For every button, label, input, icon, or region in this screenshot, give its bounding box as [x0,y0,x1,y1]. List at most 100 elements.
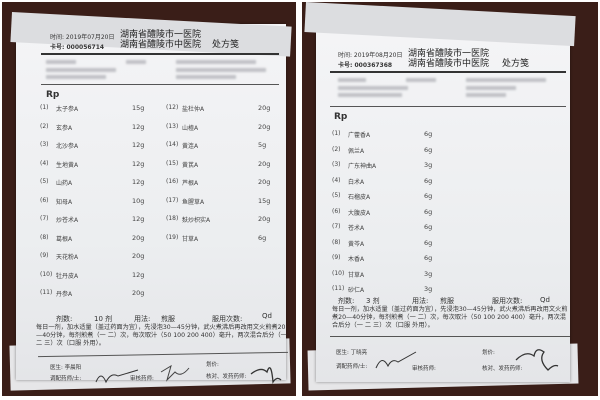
herb-name: 炒苍术A [56,217,79,224]
herb-name: 苍术A [348,225,365,232]
dispenser-label: 调配药师/士: [336,364,368,370]
hospital-name-1: 湖南省醴陵市一医院 [120,30,202,40]
herb-dose: 12g [132,122,145,131]
card-number: 卡号: 000367368 [338,62,393,69]
header-rule [330,71,566,73]
herb-name: 白术A [348,178,365,186]
herb-item: (7) [40,215,49,222]
doses-value: 3 剂 [366,297,380,305]
herb-name: 麸炒枳实A [182,217,211,224]
decoction-instructions: 每日一剂，加水适量（盖过药面为宜），先浸泡30—45分钟，武火煮沸后再改用文火煎… [36,324,287,347]
checker-label: 核对、发药药师: [482,366,523,372]
doses-label: 剂数: [56,315,73,323]
herb-item: (5) [40,178,49,185]
doses-value: 10 剂 [94,315,113,323]
signatures [95,364,282,384]
herb-item: (1) [332,130,341,137]
herb-dose: 15g [258,196,271,205]
date: 时间: 2019年08月20日 [338,52,403,59]
herb-dose: 20g [258,178,271,186]
herb-dose: 20g [132,289,145,297]
herb-name: 甘草A [182,235,199,243]
form-title: 处方笺 [502,59,530,69]
herb-name: 甘草A [348,271,365,279]
herb-dose: 3g [424,285,433,293]
herb-name: 石榴皮A [348,194,371,201]
card-number: 卡号: 000056714 [50,44,105,51]
herb-dose: 15g [132,104,145,112]
herb-name: 黄芩A [348,240,365,248]
herb-name: 玄参A [56,124,73,132]
herb-dose: 6g [424,176,433,185]
prescription-photo-right: 时间: 2019年08月20日 卡号: 000367368 湖南省醴陵市一医院 … [302,2,598,396]
herb-item: (18) [166,215,179,222]
herb-name: 天花粉A [56,254,79,261]
herb-item: (6) [40,196,49,204]
herb-dose: 20g [258,215,271,223]
herb-name: 丹参A [56,291,73,298]
herb-name: 广东神曲A [348,163,377,170]
herb-name: 黄连A [182,143,199,150]
usage-label: 用法: [412,297,429,305]
hospital-name-1: 湖南省醴陵市一医院 [408,49,490,59]
herb-name: 木香A [348,256,365,263]
herb-name: 广藿香A [348,132,371,139]
herb-item: (9) [40,252,49,259]
herb-item: (7) [332,223,341,230]
herb-dose: 12g [132,270,145,279]
herb-dose: 3g [424,269,433,278]
doctor-name: 医生: 丁晓亮 [336,350,368,356]
herb-item: (2) [40,122,49,130]
herb-name: 生地黄A [56,161,79,169]
herb-name: 山楂A [182,124,199,132]
form-title: 处方笺 [212,40,240,50]
herb-item: (11) [40,289,53,296]
herb-item: (17) [166,196,179,204]
doctor-name: 医生: 李晨阳 [50,365,82,371]
herb-name: 芦根A [182,180,199,187]
herb-dose: 12g [132,141,145,149]
herb-dose: 20g [258,104,271,112]
herb-item: (10) [40,270,53,278]
herb-dose: 10g [132,196,145,205]
herb-dose: 6g [258,233,267,242]
herb-item: (19) [166,233,179,241]
fee-label: 划价: [206,362,219,368]
reviewer-label: 审核药师: [130,376,154,382]
herb-item: (15) [166,159,179,167]
prescription-photo-left: 时间: 2019年07月20日 卡号: 000056714 湖南省醴陵市一医院 … [2,2,296,396]
herb-name: 知母A [56,198,73,206]
doses-label: 剂数: [338,297,355,305]
herb-item: (16) [166,178,179,185]
herb-dose: 6g [424,192,433,200]
herb-name: 盐杜仲A [182,106,205,113]
divider [330,106,566,107]
usage-value: 煎服 [161,315,175,323]
herb-item: (9) [332,254,341,261]
rp-label: Rp [46,90,60,100]
frequency-label: 服用次数: [212,315,243,323]
rp-label: Rp [334,112,348,122]
herb-dose: 20g [258,122,271,131]
herb-dose: 6g [424,145,433,154]
divider [41,84,279,85]
herb-dose: 20g [132,233,145,242]
date: 时间: 2019年07月20日 [50,34,115,41]
herb-name: 大腹皮A [348,209,371,217]
dispenser-label: 调配药师/士: [50,376,82,382]
usage-label: 用法: [134,315,151,323]
usage-value: 煎服 [440,297,454,305]
frequency-label: 服用次数: [492,297,523,305]
header-rule [41,53,279,55]
herb-dose: 6g [424,223,433,231]
herb-item: (5) [332,192,341,199]
herb-item: (1) [40,104,49,111]
herb-item: (12) [166,104,179,111]
herb-dose: 6g [424,238,433,247]
frequency-value: Qd [262,312,272,320]
herb-dose: 6g [424,254,433,262]
frequency-value: Qd [540,296,550,304]
herb-dose: 20g [258,159,271,168]
herb-name: 佩兰A [348,147,365,155]
herb-name: 鱼腥草A [182,198,205,206]
